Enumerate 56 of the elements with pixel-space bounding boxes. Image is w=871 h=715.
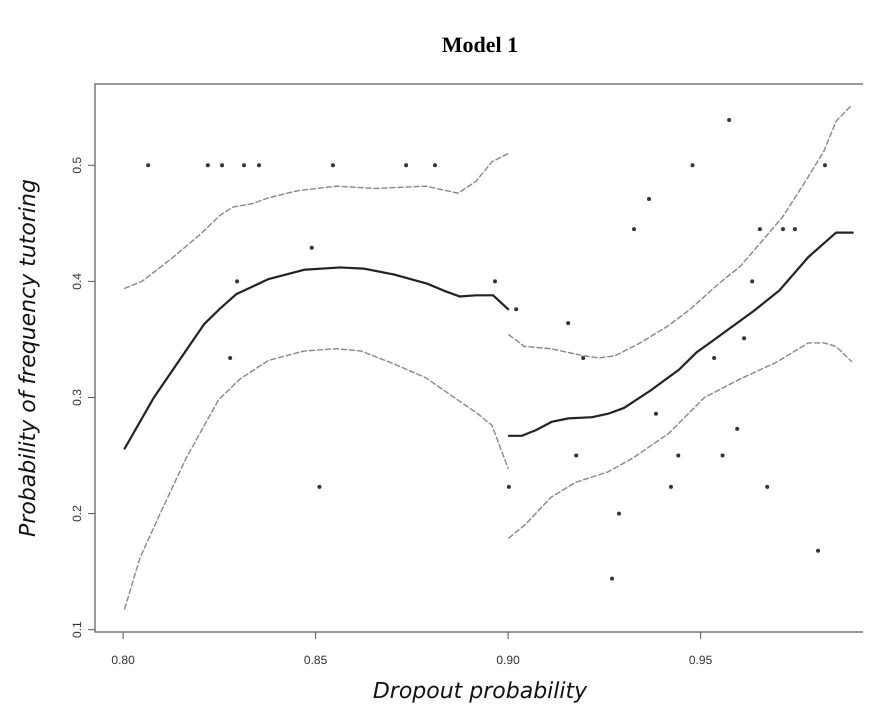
point (742, 336, 746, 340)
y-tick-label: 0.5 (70, 156, 84, 174)
point (330, 163, 335, 168)
point (581, 356, 586, 360)
y-tick-label: 0.4 (70, 272, 84, 290)
x-axis-title: Dropout probability (372, 679, 588, 704)
point (514, 307, 518, 312)
point (750, 279, 754, 284)
point (228, 356, 232, 360)
point (822, 163, 827, 168)
line-series (508, 342, 852, 539)
point (242, 163, 246, 168)
point (616, 512, 621, 516)
point (235, 279, 240, 284)
point (720, 454, 725, 458)
point (758, 227, 762, 232)
point (506, 484, 511, 489)
point (146, 163, 150, 168)
x-tick-label: 0.95 (688, 653, 713, 667)
line-series (124, 348, 509, 610)
x-tick-label: 0.90 (496, 653, 520, 667)
point (206, 163, 210, 168)
point (654, 412, 658, 416)
point (566, 321, 570, 326)
point (712, 356, 716, 360)
point (816, 548, 820, 553)
point (220, 163, 224, 168)
point (632, 227, 636, 232)
y-axis-title: Probability of frequency tutoring (16, 179, 41, 537)
point (257, 163, 262, 168)
point (727, 118, 732, 122)
y-tick-label: 0.3 (70, 388, 84, 406)
point (432, 163, 437, 168)
point (690, 163, 695, 168)
line-series (508, 232, 854, 437)
x-tick-label: 0.80 (111, 653, 136, 667)
point (317, 484, 322, 489)
point (780, 227, 785, 232)
point (404, 163, 408, 168)
line-series (124, 266, 510, 450)
point (647, 196, 652, 201)
point (310, 246, 314, 250)
point (792, 227, 797, 232)
point (676, 454, 680, 458)
point (668, 484, 673, 489)
chart-title: Model 1 (442, 32, 518, 57)
point (735, 426, 740, 431)
point (574, 454, 578, 458)
point (493, 279, 498, 284)
x-tick-label: 0.85 (304, 653, 328, 667)
line-series (124, 152, 509, 290)
point (765, 484, 770, 489)
point (610, 576, 614, 581)
line-series (508, 105, 852, 359)
y-tick-label: 0.1 (70, 621, 84, 638)
y-tick-label: 0.2 (70, 504, 84, 522)
